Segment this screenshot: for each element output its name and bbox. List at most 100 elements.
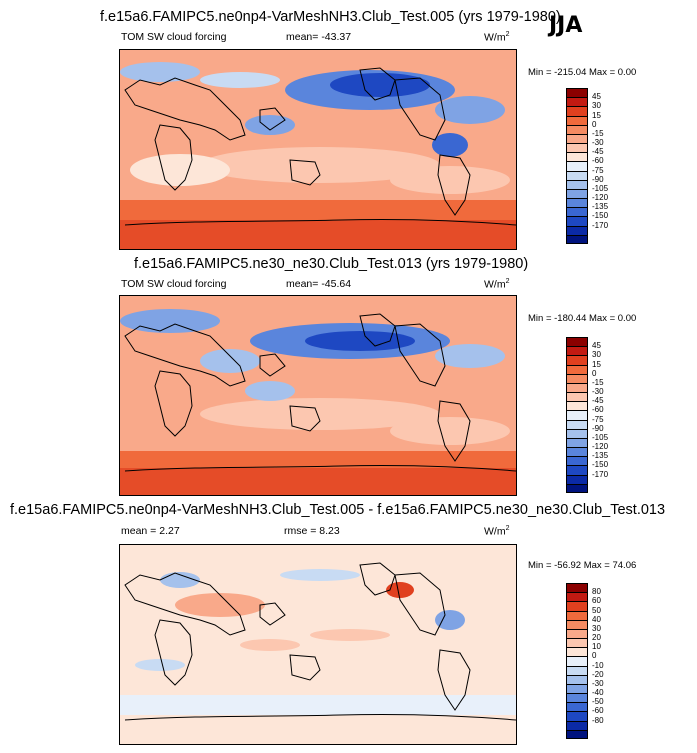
colorbar-box [566, 133, 588, 144]
season-label: JJA [549, 13, 583, 38]
panel2-variable-label: TOM SW cloud forcing [121, 278, 227, 290]
colorbar-label: 80 [592, 587, 601, 597]
panel1-mean-label: mean= -43.37 [286, 31, 352, 43]
panel3-map [119, 544, 517, 745]
colorbar-box [566, 702, 588, 712]
colorbar-label: 15 [592, 110, 601, 120]
panel2-minmax: Min = -180.44 Max = 0.00 [528, 313, 637, 324]
colorbar-label: -135 [592, 451, 609, 461]
panel3-colorbar: 80 60 50 40 30 20 10 0 -10 -20 -30 -40 -50 -60 -80 [566, 583, 604, 739]
panel1-field-plot [120, 50, 516, 249]
colorbar-label: 40 [592, 614, 601, 624]
colorbar-label: -40 [592, 688, 604, 698]
colorbar-label: -75 [592, 414, 604, 424]
colorbar-box [566, 592, 588, 602]
panel2-field-plot [120, 296, 516, 495]
colorbar-box [566, 143, 588, 153]
colorbar-box [566, 456, 588, 466]
colorbar-box [566, 106, 588, 117]
panel1-units: W/m2 [484, 31, 510, 44]
colorbar-label: -105 [592, 432, 609, 442]
colorbar-box [566, 161, 588, 172]
colorbar-box [566, 610, 588, 621]
panel1-variable-label: TOM SW cloud forcing [121, 31, 227, 43]
colorbar-box [566, 419, 588, 430]
colorbar-label: -15 [592, 128, 604, 138]
colorbar-label: -135 [592, 202, 609, 212]
colorbar-box [566, 583, 588, 593]
colorbar-box [566, 628, 588, 639]
panel3-rmse-label: rmse = 8.23 [284, 525, 340, 537]
colorbar-box [566, 216, 588, 227]
colorbar-label: 0 [592, 651, 597, 661]
colorbar-label: 30 [592, 350, 601, 360]
colorbar-box [566, 355, 588, 366]
colorbar-box [566, 665, 588, 676]
colorbar-label: -30 [592, 138, 604, 148]
colorbar-label: -170 [592, 469, 609, 479]
colorbar-label: -50 [592, 697, 604, 707]
colorbar-box [566, 437, 588, 448]
colorbar-label: -150 [592, 211, 609, 221]
colorbar-label: -45 [592, 396, 604, 406]
colorbar-label: 10 [592, 642, 601, 652]
colorbar-box [566, 619, 588, 630]
colorbar-box [566, 382, 588, 393]
panel1-title: f.e15a6.FAMIPC5.ne0np4-VarMeshNH3.Club_T… [100, 9, 561, 25]
panel1-map [119, 49, 517, 250]
colorbar-box [566, 693, 588, 703]
colorbar-label: -120 [592, 442, 609, 452]
colorbar-label: 50 [592, 605, 601, 615]
colorbar-box [566, 207, 588, 217]
panel3-mean-label: mean = 2.27 [121, 525, 180, 537]
panel1-minmax: Min = -215.04 Max = 0.00 [528, 67, 637, 78]
colorbar-label: -60 [592, 405, 604, 415]
colorbar-box [566, 601, 588, 612]
colorbar-box [566, 337, 588, 347]
colorbar-box [566, 188, 588, 199]
colorbar-box [566, 638, 588, 648]
panel3-units: W/m2 [484, 525, 510, 538]
colorbar-box [566, 483, 588, 493]
colorbar-box [566, 401, 588, 411]
colorbar-box [566, 179, 588, 190]
colorbar-box [566, 711, 588, 722]
colorbar-label: 20 [592, 633, 601, 643]
colorbar-label: -90 [592, 423, 604, 433]
colorbar-label: 30 [592, 623, 601, 633]
colorbar-label: -120 [592, 193, 609, 203]
colorbar-label: -170 [592, 220, 609, 230]
colorbar-box [566, 465, 588, 476]
colorbar-box [566, 88, 588, 98]
colorbar-box [566, 115, 588, 126]
colorbar-label: -15 [592, 377, 604, 387]
colorbar-label: 60 [592, 596, 601, 606]
colorbar-label: -10 [592, 660, 604, 670]
colorbar-box [566, 97, 588, 107]
colorbar-box [566, 656, 588, 667]
colorbar-label: 45 [592, 92, 601, 102]
colorbar-label: -80 [592, 715, 604, 725]
colorbar-label: 0 [592, 368, 597, 378]
colorbar-box [566, 729, 588, 739]
colorbar-box [566, 447, 588, 457]
panel2-map [119, 295, 517, 496]
colorbar-label: -20 [592, 669, 604, 679]
colorbar-box [566, 225, 588, 236]
colorbar-label: -60 [592, 156, 604, 166]
panel1-colorbar: 45 30 15 0 -15 -30 -45 -60 -75 -90 -105 -120 -135 -15… [566, 88, 608, 244]
panel2-units: W/m2 [484, 278, 510, 291]
panel3-title: f.e15a6.FAMIPC5.ne0np4-VarMeshNH3.Club_T… [10, 502, 666, 518]
colorbar-box [566, 124, 588, 135]
colorbar-box [566, 683, 588, 694]
colorbar-box [566, 674, 588, 685]
panel2-title: f.e15a6.FAMIPC5.ne30_ne30.Club_Test.013 … [134, 256, 529, 272]
colorbar-box [566, 152, 588, 162]
colorbar-label: -30 [592, 387, 604, 397]
colorbar-box [566, 410, 588, 421]
colorbar-box [566, 428, 588, 439]
colorbar-label: -150 [592, 460, 609, 470]
colorbar-box [566, 364, 588, 375]
colorbar-label: 30 [592, 101, 601, 111]
panel3-minmax: Min = -56.92 Max = 74.06 [528, 560, 637, 571]
